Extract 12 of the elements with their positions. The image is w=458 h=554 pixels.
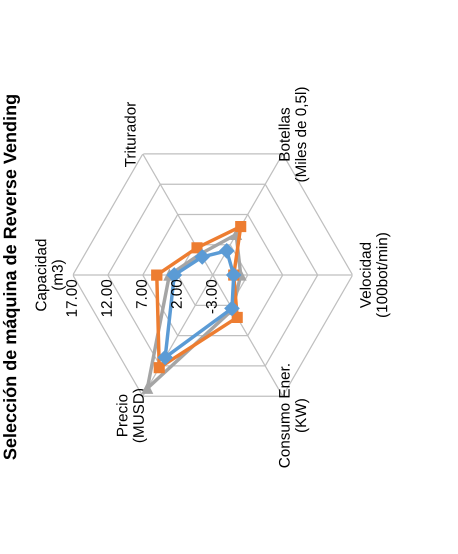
- spoke-label: Precio (MUSD): [116, 388, 147, 442]
- spoke-label: Consumo Ener. (KW): [278, 364, 310, 468]
- text: Selección de máquina de Reverse Vending: [2, 95, 20, 460]
- spoke-label: Velocidad (100bot/min): [360, 233, 390, 317]
- spoke-label: Capacidad (m3): [35, 240, 66, 311]
- y-tick-label: 2.00: [171, 280, 182, 308]
- y-tick-label: -3.00: [206, 280, 217, 314]
- y-tick-label: 17.00: [66, 280, 77, 316]
- spoke-label: Triturador: [124, 102, 136, 168]
- spoke-label: Botellas (Miles de 0,5l): [278, 88, 310, 182]
- y-tick-label: 12.00: [101, 280, 112, 316]
- y-tick-label: 7.00: [136, 280, 147, 308]
